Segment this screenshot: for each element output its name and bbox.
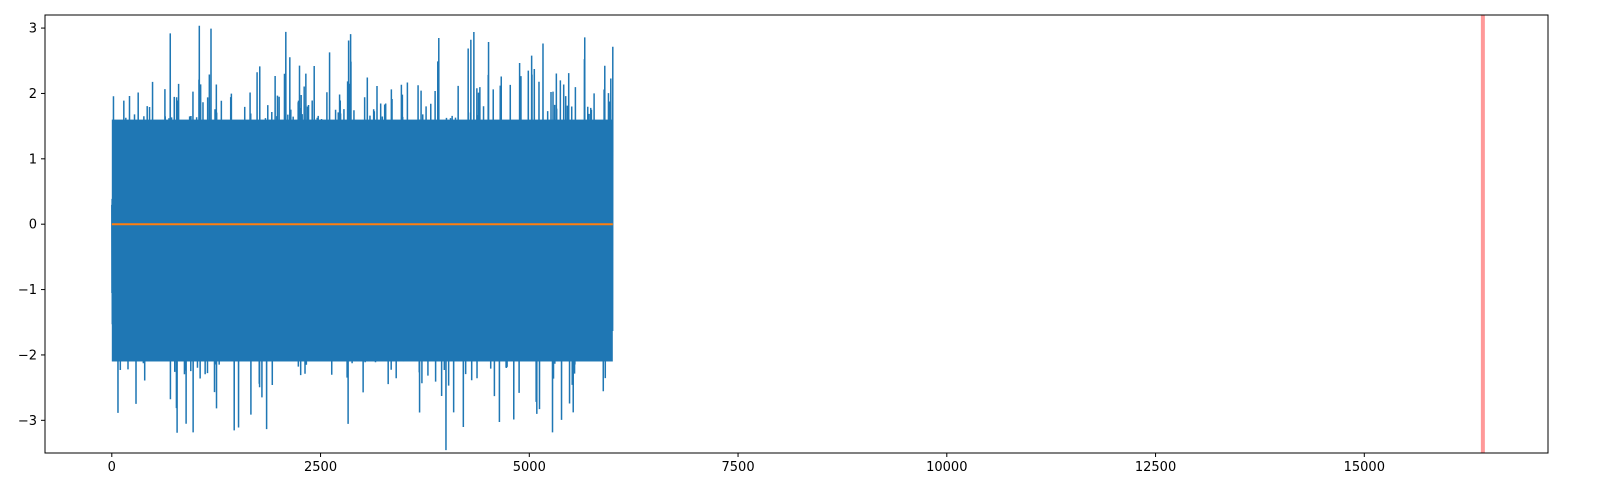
y-tick-label-4: 1 — [29, 152, 37, 167]
plot-layer — [111, 15, 1485, 453]
y-tick-label-3: 0 — [29, 218, 37, 233]
y-tick-label-2: −1 — [18, 283, 37, 298]
series-0-band — [111, 119, 613, 362]
axes-layer: 0 2500 5000 7500 10000 12500 15000 −3 −2 −1 0 1 2 3 — [18, 14, 1549, 475]
x-tick-label-4: 10000 — [926, 460, 967, 475]
plot-clipped-group — [111, 15, 1485, 453]
x-tick-label-6: 15000 — [1344, 460, 1385, 475]
x-tick-label-5: 12500 — [1135, 460, 1176, 475]
x-tick-label-0: 0 — [108, 460, 116, 475]
y-tick-label-5: 2 — [29, 87, 37, 102]
y-tick-label-1: −2 — [18, 348, 37, 363]
x-tick-label-1: 2500 — [304, 460, 337, 475]
axes-frame — [44, 14, 1549, 454]
x-tick-label-3: 7500 — [722, 460, 755, 475]
y-tick-label-0: −3 — [18, 414, 37, 429]
x-tick-label-2: 5000 — [513, 460, 546, 475]
y-tick-label-6: 3 — [29, 22, 37, 37]
